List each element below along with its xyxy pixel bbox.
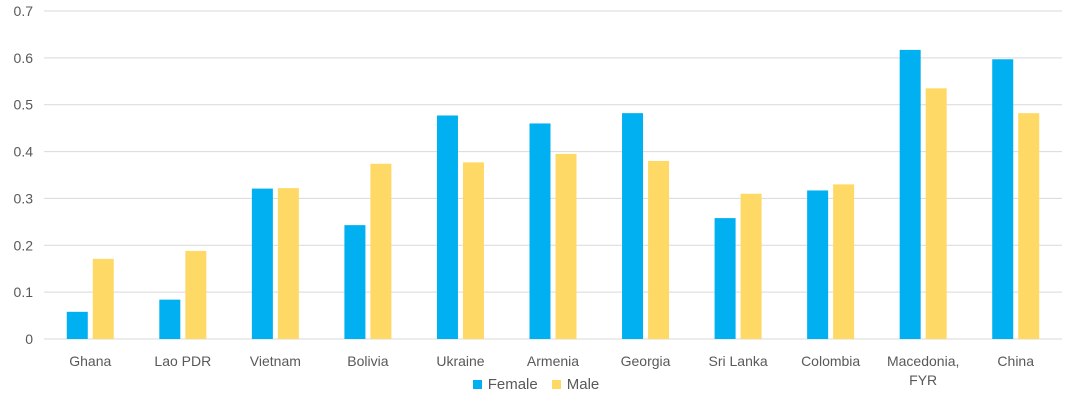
legend: Female Male xyxy=(0,374,1072,394)
bar-female xyxy=(529,123,551,339)
bar-female xyxy=(436,115,458,340)
bar-male xyxy=(555,153,577,339)
bar-female xyxy=(159,299,181,339)
bar-male xyxy=(1018,113,1040,339)
bar-male xyxy=(92,258,114,339)
x-tick-label: Macedonia, FYR xyxy=(887,353,959,388)
bar-male xyxy=(648,160,670,339)
y-tick-label: 0.1 xyxy=(14,284,34,300)
y-tick-label: 0.5 xyxy=(14,97,34,113)
legend-swatch-female xyxy=(472,379,482,389)
y-axis-tick-labels: 0 0.1 0.2 0.3 0.4 0.5 0.6 0.7 xyxy=(14,3,34,347)
bar-female xyxy=(992,59,1014,340)
bar-female xyxy=(622,113,644,339)
legend-swatch-male xyxy=(551,379,561,389)
bar-male xyxy=(740,193,762,339)
bar-female xyxy=(714,218,736,339)
legend-item-female: Female xyxy=(472,375,538,393)
x-tick-label: Armenia xyxy=(527,353,579,369)
legend-item-male: Male xyxy=(551,375,600,393)
y-tick-label: 0.7 xyxy=(14,3,34,19)
y-tick-label: 0 xyxy=(25,331,33,347)
x-tick-label: Vietnam xyxy=(250,353,301,369)
bars xyxy=(66,49,1040,340)
bar-male xyxy=(370,163,392,339)
bar-female xyxy=(344,225,366,339)
bar-female xyxy=(899,49,921,340)
x-axis-category-labels: Ghana Lao PDR Vietnam Bolivia Ukraine Armenia… xyxy=(69,353,1034,388)
x-tick-label: Colombia xyxy=(801,353,860,369)
x-tick-label: Bolivia xyxy=(347,353,388,369)
bar-female xyxy=(251,188,273,339)
x-tick-label: China xyxy=(997,353,1034,369)
y-tick-label: 0.2 xyxy=(14,237,34,253)
x-tick-label: Ghana xyxy=(69,353,111,369)
bar-male xyxy=(925,88,947,339)
gridlines xyxy=(44,10,1062,340)
x-tick-label: Ukraine xyxy=(436,353,484,369)
x-tick-label: Lao PDR xyxy=(154,353,211,369)
bar-male xyxy=(462,162,484,339)
y-tick-label: 0.3 xyxy=(14,190,34,206)
x-tick-label: Georgia xyxy=(621,353,671,369)
bar-male xyxy=(185,250,207,339)
bar-female xyxy=(66,311,88,339)
bar-female xyxy=(807,190,829,339)
y-tick-label: 0.4 xyxy=(14,144,34,160)
y-tick-label: 0.6 xyxy=(14,50,34,66)
legend-label-female: Female xyxy=(487,375,538,393)
x-tick-label: Sri Lanka xyxy=(709,353,768,369)
legend-label-male: Male xyxy=(566,375,600,393)
bar-male xyxy=(277,188,299,339)
bar-male xyxy=(833,184,855,339)
